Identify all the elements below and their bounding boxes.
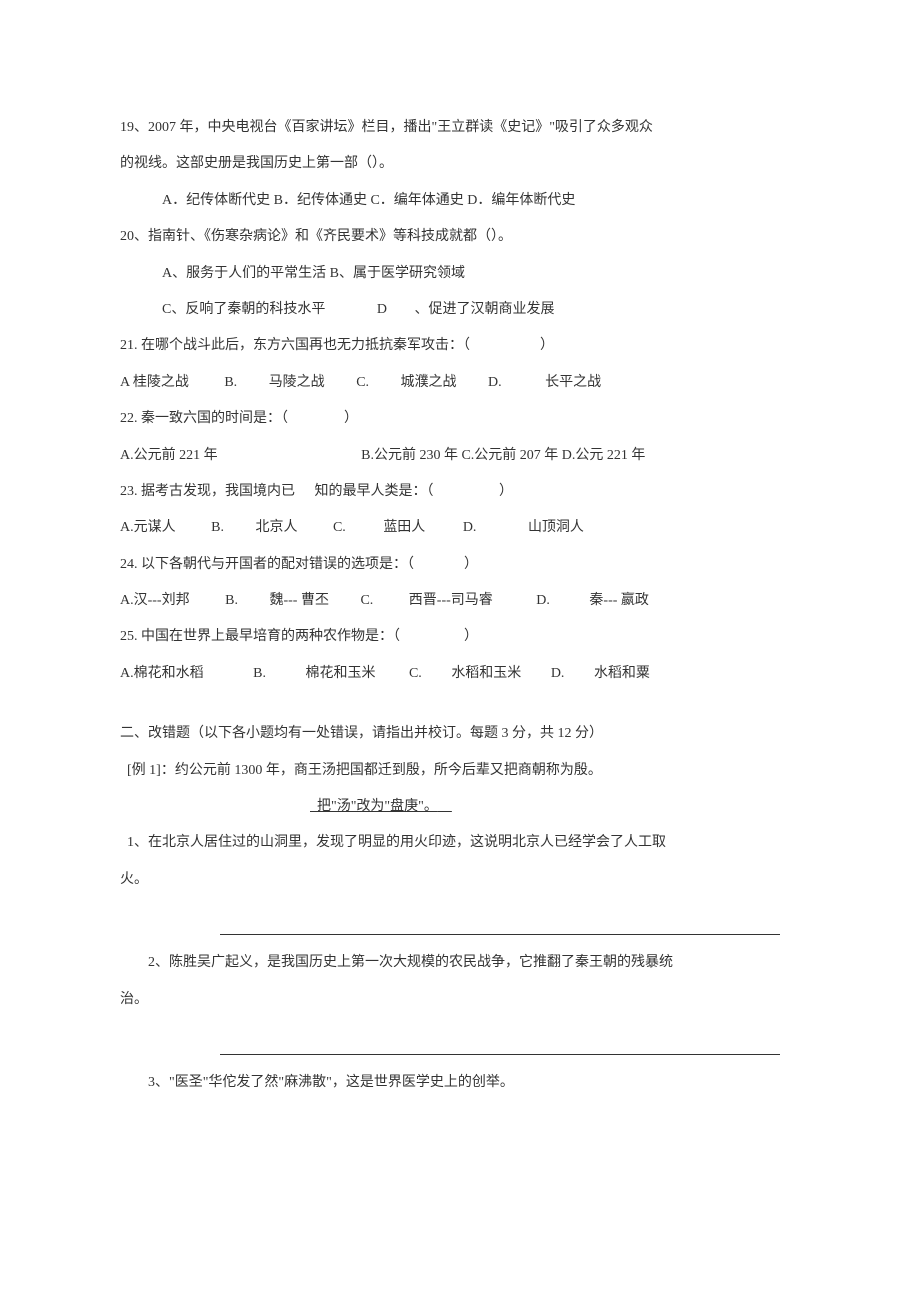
q21-paren: ） (540, 338, 554, 353)
section2-example-ans: 把"汤"改为"盘庚"。 (310, 789, 805, 825)
q22-optA: A.公元前 221 年 (120, 448, 218, 463)
q20-line1: 20、指南针、《伤寒杂病论》和《齐民要术》等科技成就都（）。 (120, 219, 805, 255)
q22-opts: A.公元前 221 年 B.公元前 230 年 C.公元前 207 年 D.公元… (120, 438, 805, 474)
q24-optC-txt: 西晋---司马睿 (409, 593, 493, 608)
q23-optA: A.元谋人 (120, 520, 176, 535)
q23-optB-txt: 北京人 (255, 520, 297, 535)
q23-optC-lbl: C. (333, 520, 346, 535)
q25-stem: 25. 中国在世界上最早培育的两种农作物是：（ (120, 629, 400, 644)
q20-optD-tail: 、促进了汉朝商业发展 (414, 302, 554, 317)
section2-title: 二、改错题（以下各小题均有一处错误，请指出并校订。每题 3 分，共 12 分） (120, 716, 805, 752)
q23-stem-b: 知的最早人类是：（ (315, 484, 434, 499)
q23-line1: 23. 据考古发现，我国境内已 知的最早人类是：（ ） (120, 474, 805, 510)
q21-optC-txt: 城濮之战 (401, 375, 457, 390)
q25-optB-lbl: B. (253, 666, 266, 681)
c1-line1: 1、在北京人居住过的山洞里，发现了明显的用火印迹，这说明北京人已经学会了人工取 (120, 825, 805, 861)
q22-optB: B.公元前 230 年 C.公元前 207 年 D.公元 221 年 (361, 448, 645, 463)
q21-optC-lbl: C. (356, 375, 369, 390)
q25-optC-lbl: C. (409, 666, 422, 681)
q25-optB-txt: 棉花和玉米 (305, 666, 375, 681)
q25-optD-lbl: D. (551, 666, 565, 681)
q24-opts: A.汉---刘邦 B. 魏--- 曹丕 C. 西晋---司马睿 D. 秦--- … (120, 583, 805, 619)
q23-optB-lbl: B. (211, 520, 224, 535)
q21-stem: 21. 在哪个战斗此后，东方六国再也无力抵抗秦军攻击：（ (120, 338, 470, 353)
q24-optB-lbl: B. (225, 593, 238, 608)
q22-line1: 22. 秦一致六国的时间是：（ ） (120, 401, 805, 437)
q24-optA: A.汉---刘邦 (120, 593, 190, 608)
c2-line2: 治。 (120, 982, 805, 1018)
q22-paren: ） (344, 411, 358, 426)
q24-optC-lbl: C. (360, 593, 373, 608)
c1-answer-line (220, 934, 780, 935)
q21-optB-txt: 马陵之战 (269, 375, 325, 390)
q25-opts: A.棉花和水稻 B. 棉花和玉米 C. 水稻和玉米 D. 水稻和粟 (120, 656, 805, 692)
q23-optD-lbl: D. (463, 520, 477, 535)
c2-answer-line (220, 1054, 780, 1055)
q19-line1: 19、2007 年，中央电视台《百家讲坛》栏目，播出"王立群读《史记》"吸引了众… (120, 110, 805, 146)
q21-line1: 21. 在哪个战斗此后，东方六国再也无力抵抗秦军攻击：（ ） (120, 328, 805, 364)
q24-optB-txt: 魏--- 曹丕 (269, 593, 329, 608)
q25-optC-txt: 水稻和玉米 (451, 666, 521, 681)
q21-optD-txt: 长平之战 (545, 375, 601, 390)
q24-paren: ） (464, 557, 478, 572)
q25-optA: A.棉花和水稻 (120, 666, 204, 681)
q24-line1: 24. 以下各朝代与开国者的配对错误的选项是：（ ） (120, 547, 805, 583)
q22-stem: 22. 秦一致六国的时间是：（ (120, 411, 288, 426)
q24-optD-txt: 秦--- 嬴政 (589, 593, 649, 608)
q24-optD-lbl: D. (536, 593, 550, 608)
q20-optsC: C、反响了秦朝的科技水平 D 、促进了汉朝商业发展 (120, 292, 805, 328)
q25-optD-txt: 水稻和粟 (594, 666, 650, 681)
c3-line1: 3、"医圣"华佗发了然"麻沸散"，这是世界医学史上的创举。 (148, 1065, 805, 1101)
c1-line2: 火。 (120, 862, 805, 898)
q23-optC-txt: 蓝田人 (383, 520, 425, 535)
q21-optA: A 桂陵之战 (120, 375, 189, 390)
q23-optD-txt: 山顶洞人 (528, 520, 584, 535)
q20-optsA: A、服务于人们的平常生活 B、属于医学研究领域 (120, 256, 805, 292)
q20-optD-lbl: D (377, 302, 387, 317)
q23-stem-a: 23. 据考古发现，我国境内已 (120, 484, 295, 499)
q25-paren: ） (464, 629, 478, 644)
q23-paren: ） (499, 484, 513, 499)
q19-opts: A．纪传体断代史 B．纪传体通史 C．编年体通史 D．编年体断代史 (120, 183, 805, 219)
q21-optB-lbl: B. (224, 375, 237, 390)
q21-optD-lbl: D. (488, 375, 502, 390)
q21-opts: A 桂陵之战 B. 马陵之战 C. 城濮之战 D. 长平之战 (120, 365, 805, 401)
c2-line1: 2、陈胜吴广起义，是我国历史上第一次大规模的农民战争，它推翻了秦王朝的残暴统 (148, 945, 805, 981)
q24-stem: 24. 以下各朝代与开国者的配对错误的选项是：（ (120, 557, 414, 572)
example-ans-text: 把"汤"改为"盘庚"。 (310, 799, 452, 814)
q19-line2: 的视线。这部史册是我国历史上第一部（）。 (120, 146, 805, 182)
q20-optC-text: C、反响了秦朝的科技水平 (162, 302, 325, 317)
q23-opts: A.元谋人 B. 北京人 C. 蓝田人 D. 山顶洞人 (120, 510, 805, 546)
q25-line1: 25. 中国在世界上最早培育的两种农作物是：（ ） (120, 619, 805, 655)
section2-example: [例 1]：约公元前 1300 年，商王汤把国都迁到殷，所今后辈又把商朝称为殷。 (120, 753, 805, 789)
